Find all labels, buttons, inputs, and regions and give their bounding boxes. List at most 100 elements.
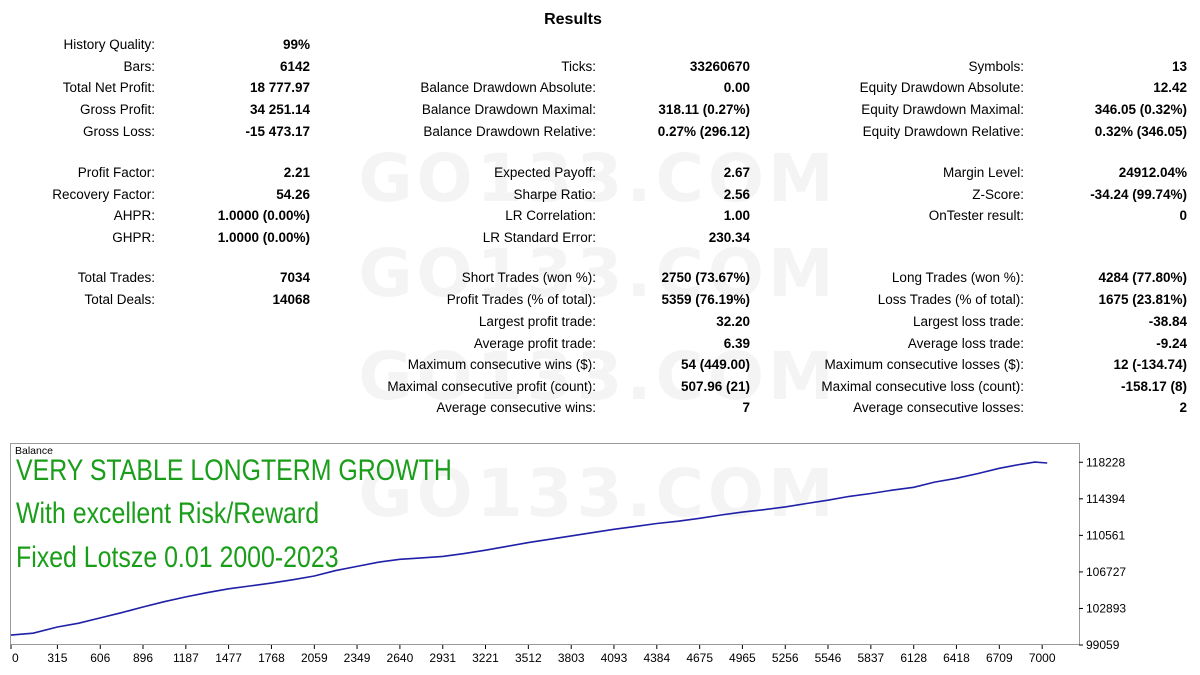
- stat-value: 7: [742, 400, 750, 415]
- overlay-line-3: Fixed Lotsze 0.01 2000-2023: [16, 541, 339, 574]
- stat-value: 33260670: [689, 59, 750, 74]
- stat-value: 230.34: [708, 230, 750, 245]
- stat-value: 14068: [272, 292, 310, 307]
- stat-label: Gross Profit:: [79, 102, 155, 117]
- chart-caption: Balance: [15, 445, 53, 457]
- stat-value: 2750 (73.67%): [661, 270, 750, 285]
- stat-value: 318.11 (0.27%): [658, 102, 750, 117]
- stat-label: Ticks:: [561, 59, 596, 74]
- x-tick-label: 5546: [815, 651, 842, 665]
- balance-line: [10, 461, 1048, 636]
- x-tick-label: 3512: [515, 651, 542, 665]
- x-tick-label: 5256: [772, 651, 799, 665]
- stat-value: 6.39: [723, 336, 750, 351]
- stat-label: Bars:: [123, 59, 155, 74]
- stat-label: Balance Drawdown Relative:: [423, 124, 596, 139]
- report-title: Results: [544, 11, 602, 28]
- stat-value: 54 (449.00): [680, 357, 750, 372]
- stat-label: Largest profit trade:: [478, 314, 596, 329]
- stat-label: History Quality:: [63, 37, 155, 52]
- stat-value: 0.00: [723, 80, 750, 95]
- stat-label: Margin Level:: [942, 165, 1024, 180]
- stat-label: Z-Score:: [972, 187, 1024, 202]
- x-tick-label: 606: [90, 651, 110, 665]
- x-tick-label: 3803: [558, 651, 585, 665]
- stat-label: Average loss trade:: [907, 336, 1024, 351]
- stat-value: 12 (-134.74): [1113, 357, 1187, 372]
- x-tick-label: 5837: [857, 651, 884, 665]
- stat-value: 346.05 (0.32%): [1094, 102, 1187, 117]
- stat-label: Sharpe Ratio:: [513, 187, 596, 202]
- x-tick-label: 2059: [301, 651, 328, 665]
- stat-value: -15 473.17: [245, 124, 310, 139]
- y-tick-label: 106727: [1086, 565, 1126, 579]
- stat-label: AHPR:: [113, 208, 155, 223]
- stat-label: Expected Payoff:: [494, 165, 596, 180]
- watermark: GO133.COM: [338, 455, 858, 532]
- stat-label: Profit Trades (% of total):: [446, 292, 596, 307]
- stat-value: 12.42: [1153, 80, 1187, 95]
- stat-value: 1.00: [723, 208, 750, 223]
- stat-label: Short Trades (won %):: [461, 270, 596, 285]
- stat-value: 0.27% (296.12): [657, 124, 750, 139]
- stat-value: 54.26: [276, 187, 310, 202]
- stat-label: Gross Loss:: [82, 124, 155, 139]
- stat-label: Average profit trade:: [473, 336, 596, 351]
- x-tick-label: 896: [133, 651, 153, 665]
- stat-label: Balance Drawdown Maximal:: [421, 102, 596, 117]
- balance-chart-frame: [10, 443, 1080, 645]
- stat-value: 1.0000 (0.00%): [217, 208, 310, 223]
- stat-value: 1.0000 (0.00%): [217, 230, 310, 245]
- x-tick-label: 315: [47, 651, 67, 665]
- y-tick-label: 99059: [1086, 638, 1120, 652]
- x-tick-label: 2349: [344, 651, 371, 665]
- stat-value: 0.32% (346.05): [1094, 124, 1187, 139]
- stat-label: Long Trades (won %):: [891, 270, 1024, 285]
- stat-label: Average consecutive wins:: [436, 400, 596, 415]
- watermark: GO133.COM: [338, 140, 858, 217]
- overlay-line-1: VERY STABLE LONGTERM GROWTH: [16, 454, 452, 487]
- stat-value: 34 251.14: [249, 102, 310, 117]
- x-tick-label: 2931: [429, 651, 456, 665]
- stat-label: Total Net Profit:: [62, 80, 155, 95]
- stat-label: Balance Drawdown Absolute:: [420, 80, 596, 95]
- stat-label: Largest loss trade:: [912, 314, 1024, 329]
- x-tick-label: 2640: [387, 651, 414, 665]
- stat-value: 13: [1171, 59, 1187, 74]
- x-tick-label: 6128: [900, 651, 927, 665]
- stat-value: 5359 (76.19%): [661, 292, 750, 307]
- stat-value: -9.24: [1156, 336, 1187, 351]
- x-tick-label: 4384: [643, 651, 670, 665]
- x-tick-label: 4965: [729, 651, 756, 665]
- stat-value: -38.84: [1148, 314, 1187, 329]
- stat-value: 0: [1179, 208, 1187, 223]
- stat-label: LR Standard Error:: [482, 230, 596, 245]
- x-tick-label: 6418: [943, 651, 970, 665]
- stat-value: 507.96 (21): [680, 379, 750, 394]
- stat-value: 18 777.97: [249, 80, 310, 95]
- stat-label: Loss Trades (% of total):: [877, 292, 1024, 307]
- watermark: GO133.COM: [338, 338, 858, 415]
- stat-value: -158.17 (8): [1120, 379, 1187, 394]
- stat-label: Total Trades:: [77, 270, 155, 285]
- watermark: GO133.COM: [338, 235, 858, 312]
- y-tick-label: 102893: [1086, 601, 1126, 615]
- stat-label: Maximum consecutive wins ($):: [407, 357, 596, 372]
- stat-value: 99%: [282, 37, 310, 52]
- stat-label: OnTester result:: [928, 208, 1024, 223]
- y-tick-label: 110561: [1086, 528, 1125, 542]
- stat-label: Equity Drawdown Absolute:: [859, 80, 1024, 95]
- stat-label: Profit Factor:: [77, 165, 155, 180]
- stat-value: -34.24 (99.74%): [1090, 187, 1187, 202]
- x-tick-label: 1768: [258, 651, 285, 665]
- stat-label: Maximum consecutive losses ($):: [824, 357, 1024, 372]
- stat-label: Maximal consecutive profit (count):: [387, 379, 596, 394]
- stat-label: LR Correlation:: [505, 208, 596, 223]
- stat-value: 2.21: [283, 165, 310, 180]
- stat-value: 2: [1179, 400, 1187, 415]
- x-tick-label: 7000: [1029, 651, 1056, 665]
- x-tick-label: 1477: [215, 651, 242, 665]
- stat-value: 24912.04%: [1118, 165, 1187, 180]
- stat-label: Total Deals:: [84, 292, 155, 307]
